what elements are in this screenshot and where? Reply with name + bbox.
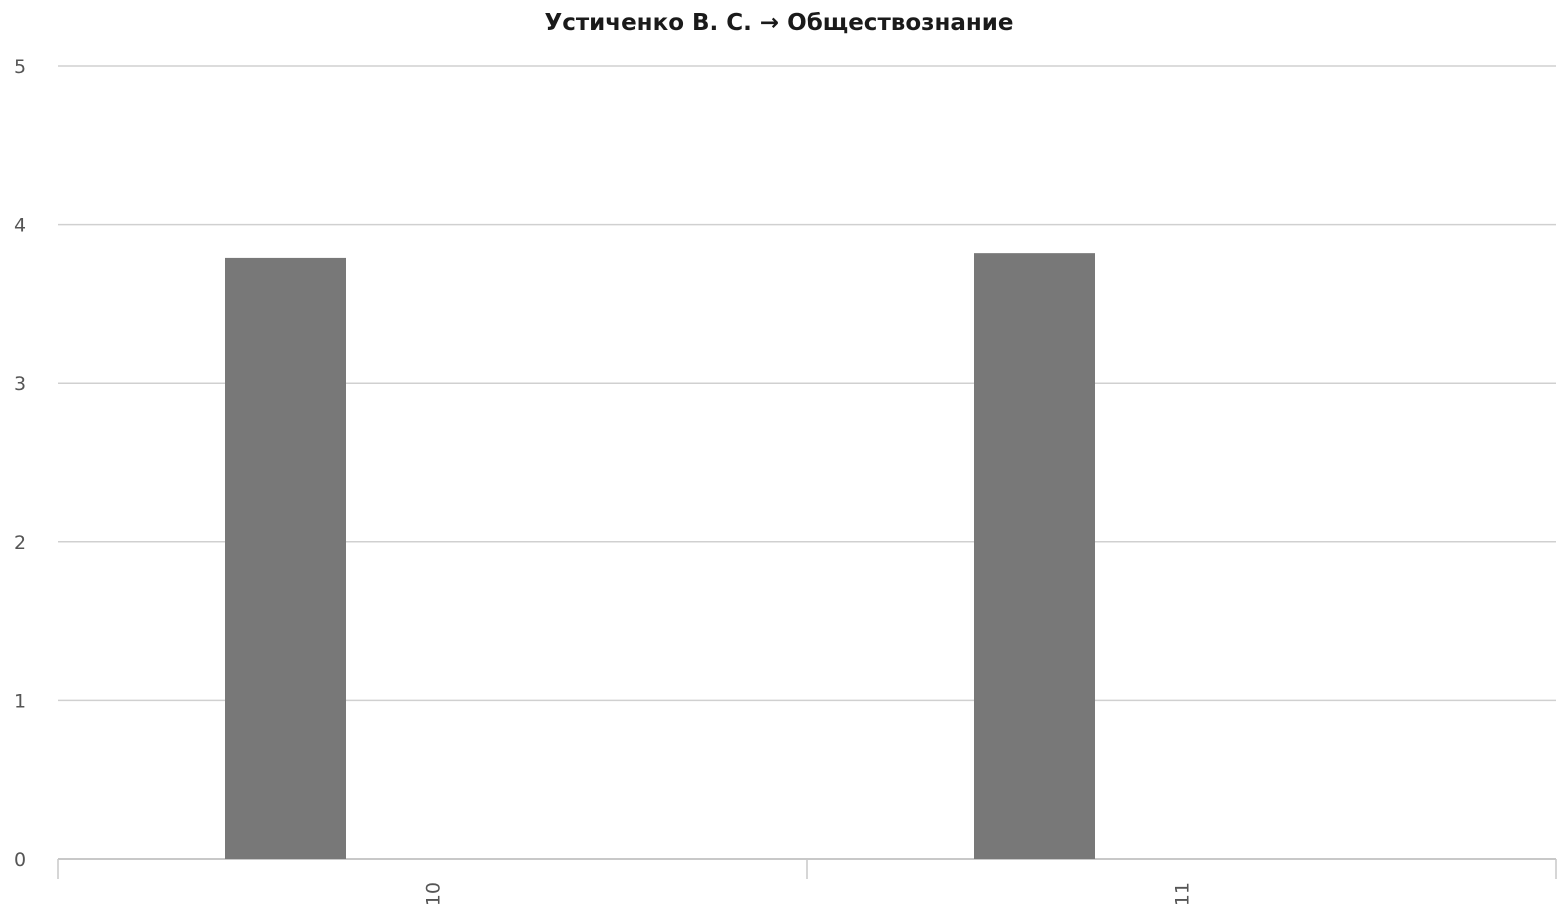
y-tick-label: 5	[14, 56, 26, 78]
y-tick-label: 2	[14, 532, 26, 554]
y-tick-label: 3	[14, 373, 26, 395]
chart-title: Устиченко В. С. → Обществознание	[544, 10, 1014, 36]
x-tick-label: 11	[1172, 882, 1194, 904]
y-tick-label: 0	[14, 849, 26, 871]
y-tick-label: 4	[14, 215, 26, 237]
x-tick-label: 10	[423, 882, 445, 904]
bar-10	[225, 257, 346, 859]
y-tick-label: 1	[14, 690, 26, 712]
bar-11	[974, 253, 1095, 859]
